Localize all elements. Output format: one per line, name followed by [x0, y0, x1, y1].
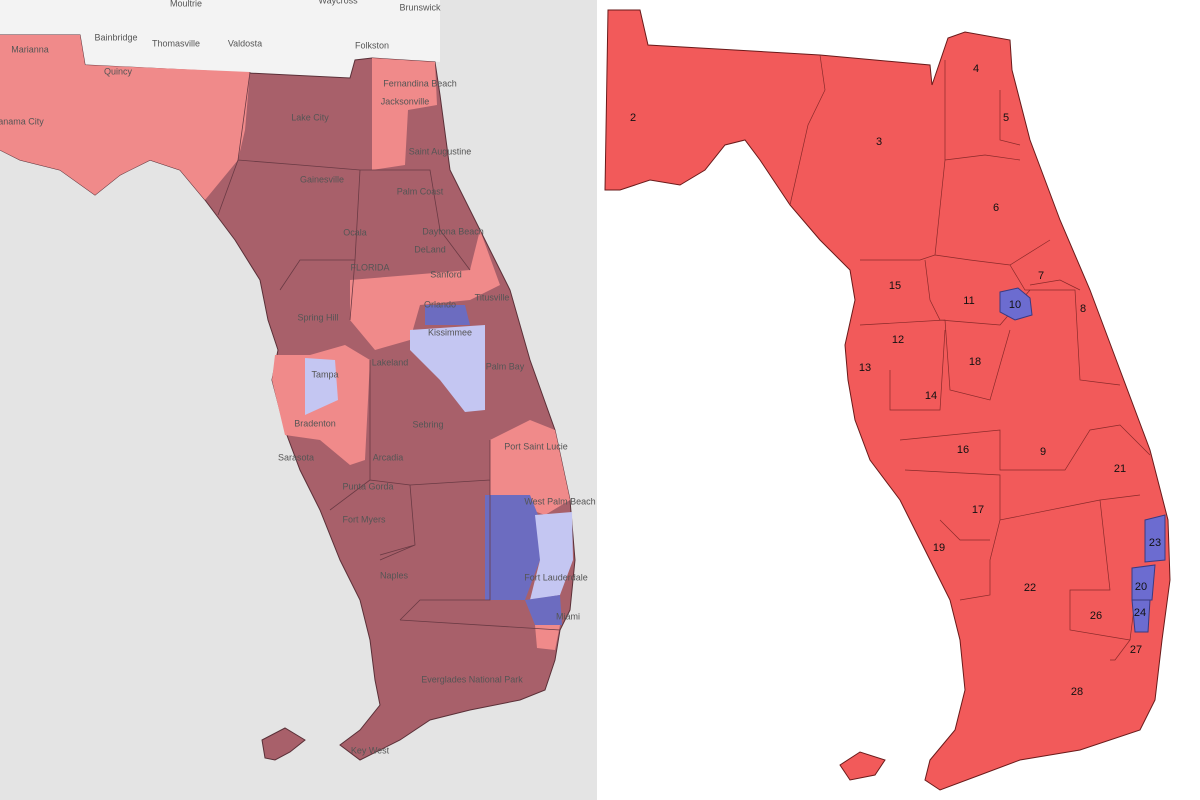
place-label: Valdosta: [228, 38, 262, 48]
district-label: 28: [1071, 686, 1083, 698]
place-label: Moultrie: [170, 0, 202, 8]
district-blue: [999, 287, 1033, 321]
district-blue: [485, 495, 540, 600]
place-label: Marianna: [11, 44, 49, 54]
district-label: 16: [957, 444, 969, 456]
left-florida: [0, 34, 576, 761]
place-label: Arcadia: [373, 452, 404, 462]
place-label: Thomasville: [152, 38, 200, 48]
place-label: DeLand: [414, 244, 446, 254]
place-label: Orlando: [424, 299, 456, 309]
state-outline: [604, 9, 1171, 791]
island: [839, 751, 886, 781]
district: [535, 625, 560, 650]
district-label: 19: [933, 542, 945, 554]
island: [261, 727, 306, 761]
district-blue: [425, 305, 470, 325]
district-label: 17: [972, 504, 984, 516]
place-label: Key West: [351, 745, 390, 755]
district-label: 7: [1038, 270, 1044, 282]
place-label: Sebring: [412, 419, 443, 429]
place-label: Folkston: [355, 40, 389, 50]
district-blue: [1131, 564, 1156, 601]
place-label: Everglades National Park: [421, 674, 523, 684]
place-label: Ocala: [343, 227, 367, 237]
place-label: Fort Lauderdale: [524, 572, 588, 582]
place-label: Lake City: [291, 112, 329, 122]
place-label: Waycross: [318, 0, 358, 5]
georgia-region: [0, 0, 440, 78]
place-label: Sarasota: [278, 452, 314, 462]
right-florida: [604, 9, 1171, 791]
district: [0, 35, 250, 200]
district-label: 15: [889, 280, 901, 292]
district-label: 2: [630, 112, 636, 124]
district-blue: [525, 595, 562, 625]
district-label: 21: [1114, 463, 1126, 475]
district-label: 18: [969, 356, 981, 368]
district-blue-light: [305, 358, 338, 415]
place-label: Saint Augustine: [409, 146, 472, 156]
district-blue: [1144, 514, 1166, 563]
place-label: Titusville: [475, 292, 510, 302]
place-label: Panama City: [0, 116, 44, 126]
place-label: Daytona Beach: [422, 226, 484, 236]
place-label: Naples: [380, 570, 409, 580]
district-label: 27: [1130, 644, 1142, 656]
district-label: 26: [1090, 610, 1102, 622]
divider: [597, 0, 603, 800]
place-label: Kissimmee: [428, 327, 472, 337]
place-label: Palm Bay: [486, 361, 525, 371]
district: [350, 230, 500, 350]
district-label: 13: [859, 362, 871, 374]
place-label: Gainesville: [300, 174, 344, 184]
place-label: Sanford: [430, 269, 462, 279]
district-label: 9: [1040, 446, 1046, 458]
district-blue: [1131, 599, 1151, 633]
district-label: 6: [993, 202, 999, 214]
district-blue-light: [530, 512, 573, 600]
place-label: Tampa: [311, 369, 338, 379]
district-label: 5: [1003, 112, 1009, 124]
place-label: Fernandina Beach: [383, 78, 457, 88]
district-label: 8: [1080, 303, 1086, 315]
district-label: 22: [1024, 582, 1036, 594]
district-label: 20: [1135, 581, 1147, 593]
place-label: Palm Coast: [397, 186, 444, 196]
place-label: Bainbridge: [94, 32, 137, 42]
district-label: 14: [925, 390, 937, 402]
district-blue-light: [410, 325, 485, 412]
district-label: 12: [892, 334, 904, 346]
district-label: 3: [876, 136, 882, 148]
place-label: Spring Hill: [297, 312, 338, 322]
district-label: 11: [963, 295, 974, 307]
district-label: 10: [1009, 299, 1021, 311]
district-label: 4: [973, 63, 979, 75]
place-label: Port Saint Lucie: [504, 441, 568, 451]
place-label: Jacksonville: [381, 96, 430, 106]
district-label: 24: [1134, 607, 1146, 619]
place-label: Fort Myers: [342, 514, 386, 524]
place-label: West Palm Beach: [524, 496, 595, 506]
place-label: Quincy: [104, 66, 133, 76]
district: [372, 58, 437, 170]
place-label: Miami: [556, 611, 580, 621]
place-label: Punta Gorda: [342, 481, 393, 491]
place-label: Bradenton: [294, 418, 336, 428]
place-label: Brunswick: [399, 2, 441, 12]
place-label: Lakeland: [372, 357, 409, 367]
place-label: FLORIDA: [350, 262, 389, 272]
district: [490, 420, 570, 515]
district-label: 23: [1149, 537, 1161, 549]
